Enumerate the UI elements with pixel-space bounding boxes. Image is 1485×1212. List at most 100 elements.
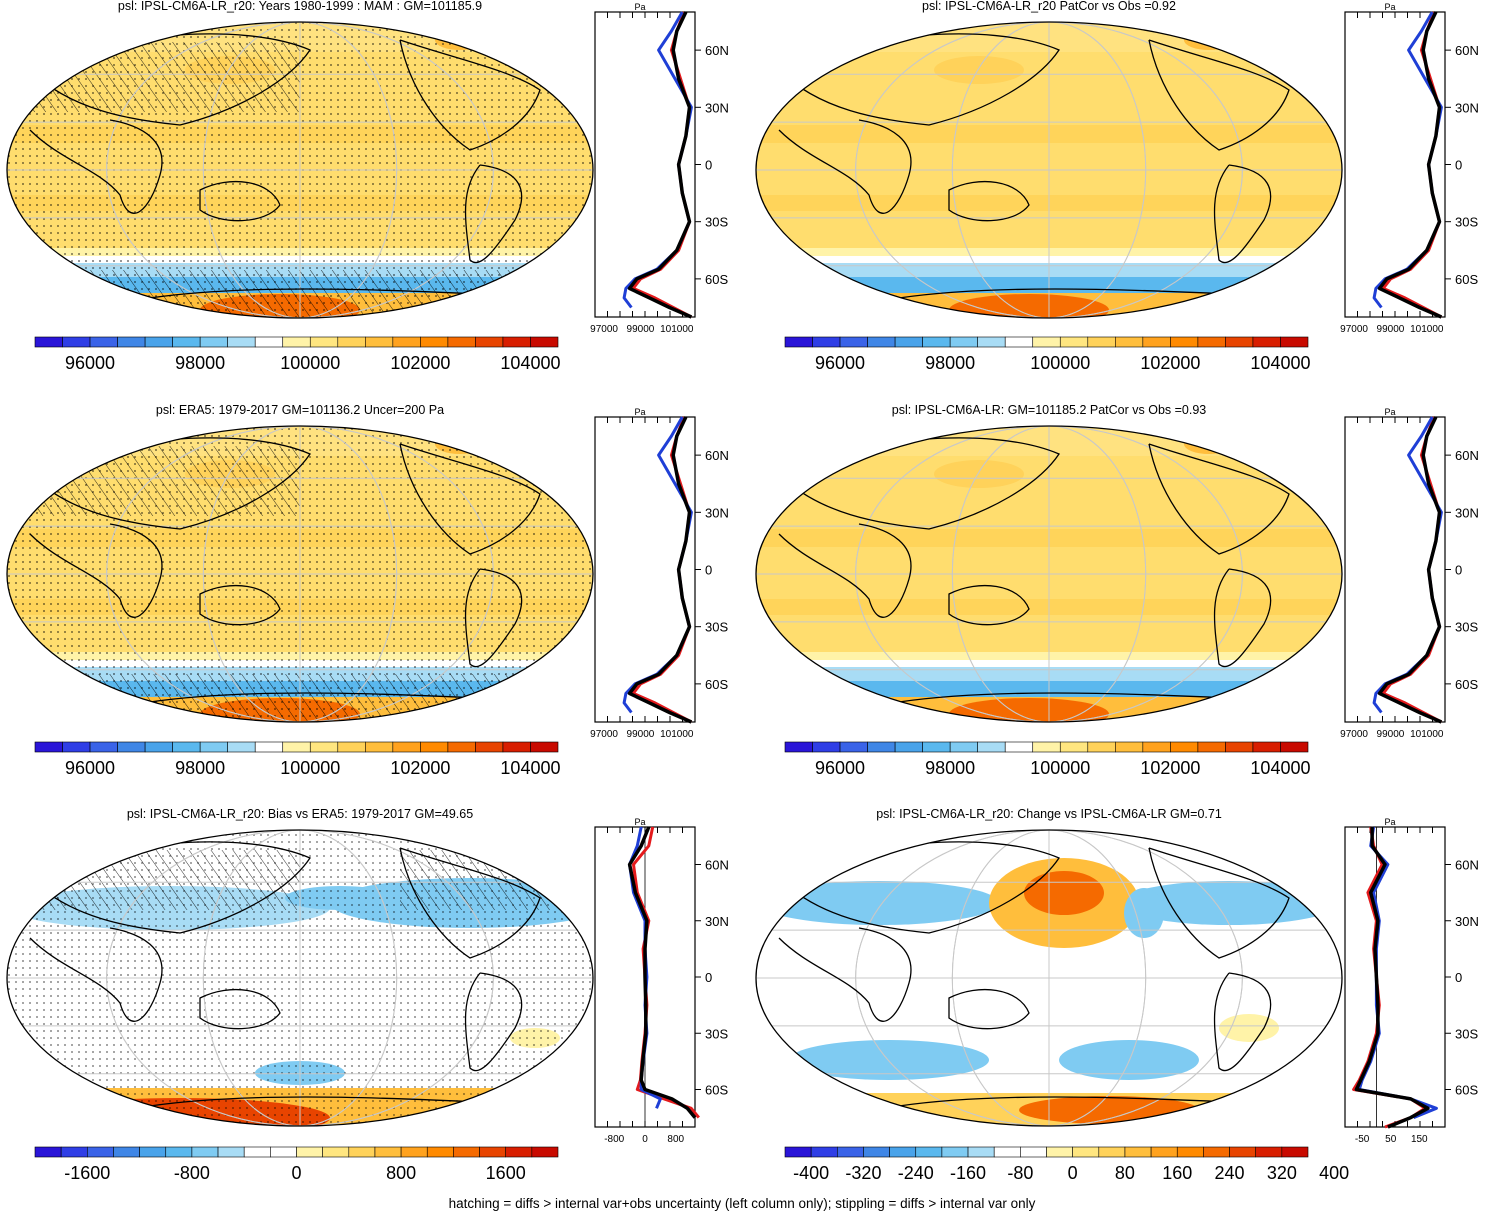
- colorbar: -400 -320 -240 -160 -80 0 80 160 240 320 400: [784, 1146, 1349, 1183]
- profile-lat-label: 0: [705, 158, 712, 173]
- colorbar-swatch: [1032, 336, 1061, 348]
- colorbar-swatch: [89, 336, 118, 348]
- colorbar-swatch: [993, 1146, 1021, 1158]
- colorbar-tick-label: -400: [793, 1163, 829, 1183]
- colorbar-swatch: [1281, 1146, 1309, 1158]
- colorbar-swatch: [915, 1146, 943, 1158]
- profile-x-tick-label: 150: [1411, 1134, 1428, 1145]
- colorbar-tick-label: -320: [845, 1163, 881, 1183]
- colorbar-swatch: [867, 336, 896, 348]
- colorbar-tick-label: 160: [1162, 1163, 1192, 1183]
- profile-lat-label: 0: [705, 563, 712, 578]
- profile-lat-label: 30S: [1455, 620, 1478, 635]
- profile-lat-label: 30N: [1455, 914, 1479, 929]
- profile-x-tick-label: 99000: [627, 324, 655, 335]
- colorbar-swatch: [365, 336, 394, 348]
- profile-x-tick-label: 50: [1385, 1134, 1397, 1145]
- colorbar-swatch: [87, 1146, 114, 1158]
- colorbar-tick-label: 104000: [1250, 353, 1310, 373]
- colorbar-swatch: [784, 741, 813, 753]
- colorbar-swatch: [1225, 741, 1254, 753]
- colorbar-tick-label: 96000: [65, 353, 115, 373]
- profile-lat-label: 30S: [1455, 215, 1478, 230]
- colorbar-swatch: [810, 1146, 838, 1158]
- colorbar-swatch: [922, 336, 951, 348]
- profile-x-tick-label: 99000: [1377, 324, 1405, 335]
- map-border: [755, 829, 1343, 1127]
- colorbar-swatch: [337, 336, 366, 348]
- profile-line-model: [1352, 826, 1427, 1129]
- colorbar-swatch: [949, 741, 978, 753]
- zonal-profile: Pa 60N 30N 0 30S 60S 97000 99000 101000: [1340, 2, 1479, 335]
- panel-title: psl: IPSL-CM6A-LR: GM=101185.2 PatCor vs…: [892, 403, 1207, 417]
- profile-line-mean: [1377, 11, 1443, 319]
- map-field: [756, 22, 1342, 318]
- colorbar-tick-label: 800: [386, 1163, 416, 1183]
- colorbar-swatch: [1059, 336, 1089, 348]
- colorbar-swatch: [420, 741, 449, 753]
- zonal-profile: Pa 60N 30N 0 30S 60S 97000 99000 101000: [1340, 407, 1479, 740]
- colorbar-swatch: [1280, 741, 1309, 753]
- colorbar-swatch: [139, 1146, 167, 1158]
- profile-x-tick-label: 101000: [1410, 324, 1444, 335]
- profile-lat-label: 60S: [1455, 677, 1478, 692]
- colorbar-swatch: [784, 1146, 812, 1158]
- colorbar-swatch: [34, 741, 63, 753]
- profile-line-obs: [1357, 826, 1438, 1119]
- colorbar-tick-label: 102000: [1140, 758, 1200, 778]
- colorbar-swatch: [1225, 336, 1254, 348]
- colorbar-swatch: [1252, 336, 1281, 348]
- colorbar-tick-label: 0: [1068, 1163, 1078, 1183]
- colorbar: -1600 -800 0 800 1600: [34, 1146, 559, 1183]
- panel-1: psl: IPSL-CM6A-LR_r20: Years 1980-1999 :…: [6, 0, 729, 373]
- profile-x-tick-label: -800: [604, 1134, 624, 1145]
- profile-unit: Pa: [1384, 2, 1395, 12]
- colorbar-swatch: [447, 741, 476, 753]
- panel-2: psl: IPSL-CM6A-LR_r20 PatCor vs Obs =0.9…: [755, 0, 1479, 373]
- colorbar-swatch: [1142, 741, 1171, 753]
- profile-x-tick-label: 101000: [660, 324, 694, 335]
- colorbar-swatch: [144, 336, 173, 348]
- colorbar-swatch: [1280, 336, 1309, 348]
- colorbar-swatch: [1170, 336, 1199, 348]
- colorbar-tick-label: 98000: [175, 758, 225, 778]
- colorbar-swatch: [1255, 1146, 1283, 1158]
- colorbar-swatch: [270, 1146, 297, 1158]
- colorbar-swatch: [922, 741, 951, 753]
- colorbar-tick-label: 80: [1115, 1163, 1135, 1183]
- colorbar-tick-label: 102000: [1140, 353, 1200, 373]
- colorbar-tick-label: 100000: [1030, 758, 1090, 778]
- profile-unit: Pa: [634, 2, 645, 12]
- colorbar-swatch: [144, 741, 173, 753]
- panel-title: psl: IPSL-CM6A-LR_r20: Years 1980-1999 :…: [118, 0, 482, 13]
- colorbar-swatch: [199, 336, 228, 348]
- colorbar-swatch: [1150, 1146, 1178, 1158]
- zonal-profile: Pa 60N 30N 0 30S 60S -50 50 150: [1344, 817, 1479, 1145]
- colorbar-swatch: [348, 1146, 376, 1158]
- profile-x-tick-label: 99000: [627, 729, 655, 740]
- colorbar-swatch: [322, 1146, 350, 1158]
- colorbar-swatch: [282, 741, 311, 753]
- colorbar-tick-label: 0: [291, 1163, 301, 1183]
- map-border: [755, 425, 1343, 723]
- colorbar-swatch: [309, 741, 339, 753]
- map-border: [6, 21, 594, 319]
- profile-lat-label: 60N: [705, 858, 729, 873]
- colorbar-tick-label: 96000: [815, 353, 865, 373]
- colorbar-swatch: [227, 336, 256, 348]
- colorbar-swatch: [89, 741, 118, 753]
- colorbar-swatch: [199, 741, 228, 753]
- colorbar-swatch: [812, 336, 841, 348]
- zonal-profile: Pa 60N 30N 0 30S 60S 97000 99000 101000: [590, 407, 729, 740]
- colorbar-tick-label: 1600: [486, 1163, 526, 1183]
- profile-lat-label: 60N: [705, 448, 729, 463]
- colorbar-tick-label: 98000: [925, 758, 975, 778]
- profile-lat-label: 30S: [705, 215, 728, 230]
- profile-lat-label: 60N: [705, 43, 729, 58]
- profile-x-tick-label: 101000: [660, 729, 694, 740]
- colorbar-swatch: [117, 741, 146, 753]
- colorbar-swatch: [426, 1146, 454, 1158]
- profile-line-mean: [627, 416, 693, 724]
- colorbar: 96000 98000 100000 102000 104000: [784, 336, 1311, 373]
- profile-x-tick-label: 97000: [590, 729, 618, 740]
